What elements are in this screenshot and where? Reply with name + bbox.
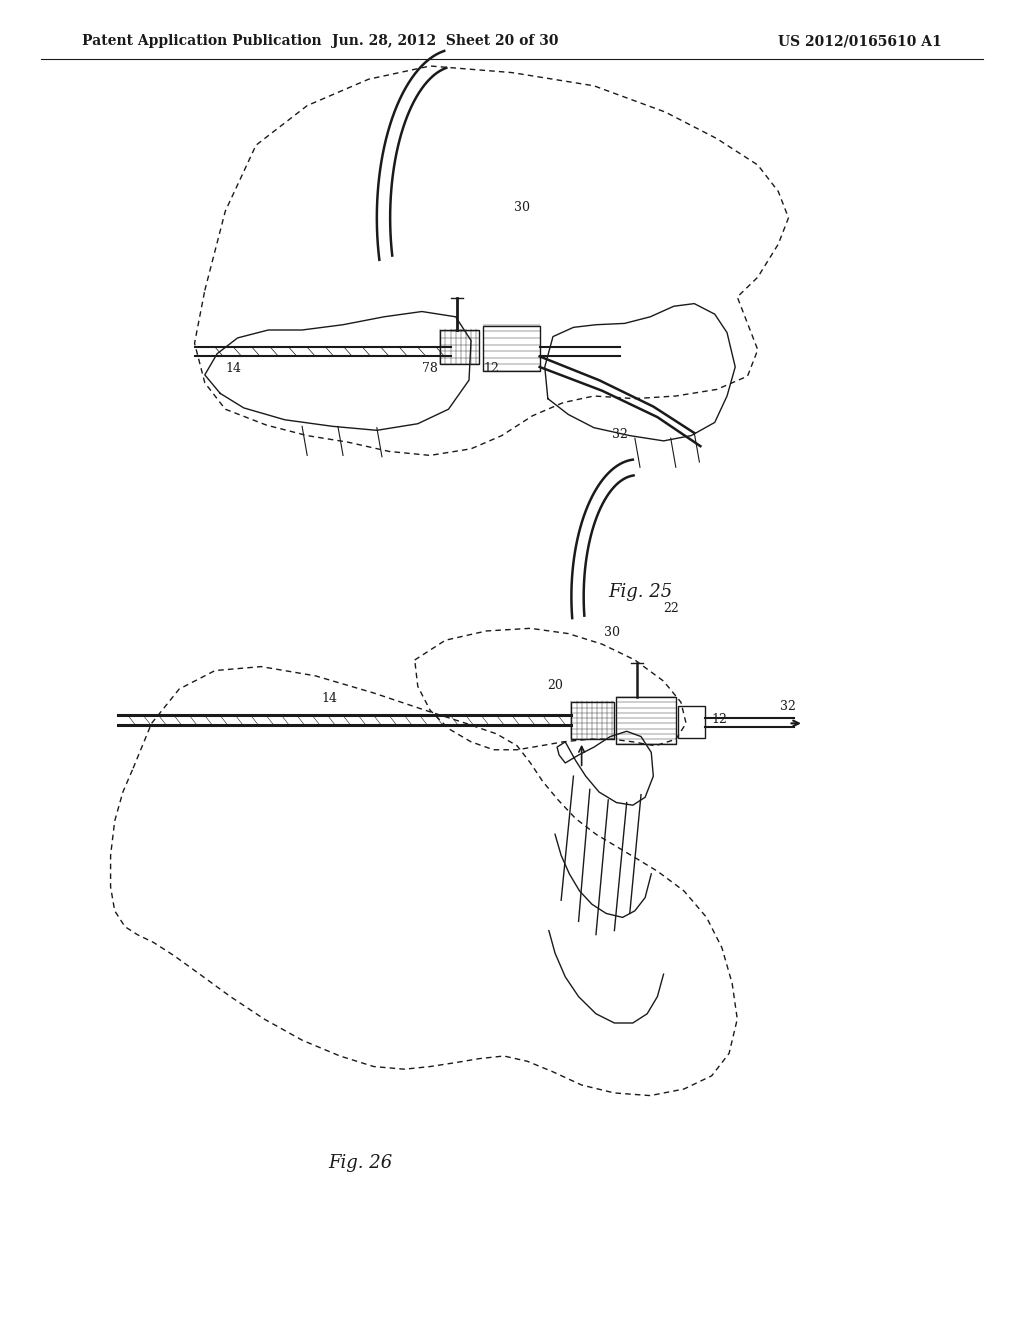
- FancyBboxPatch shape: [440, 330, 479, 364]
- Text: US 2012/0165610 A1: US 2012/0165610 A1: [778, 34, 942, 49]
- Text: 12: 12: [712, 713, 728, 726]
- Text: Fig. 25: Fig. 25: [608, 582, 672, 601]
- Text: 14: 14: [225, 362, 242, 375]
- FancyBboxPatch shape: [678, 706, 705, 738]
- FancyBboxPatch shape: [571, 702, 614, 739]
- Text: 12: 12: [483, 362, 500, 375]
- FancyBboxPatch shape: [616, 697, 676, 744]
- Text: 30: 30: [604, 626, 621, 639]
- Text: 78: 78: [422, 362, 438, 375]
- Text: Jun. 28, 2012  Sheet 20 of 30: Jun. 28, 2012 Sheet 20 of 30: [332, 34, 559, 49]
- Text: 14: 14: [322, 692, 338, 705]
- Text: 30: 30: [514, 201, 530, 214]
- Text: Fig. 26: Fig. 26: [329, 1154, 392, 1172]
- FancyBboxPatch shape: [483, 326, 540, 371]
- Text: 20: 20: [547, 678, 563, 692]
- Text: Patent Application Publication: Patent Application Publication: [82, 34, 322, 49]
- Text: 32: 32: [780, 700, 797, 713]
- Text: 22: 22: [664, 602, 679, 615]
- Text: 32: 32: [612, 428, 629, 441]
